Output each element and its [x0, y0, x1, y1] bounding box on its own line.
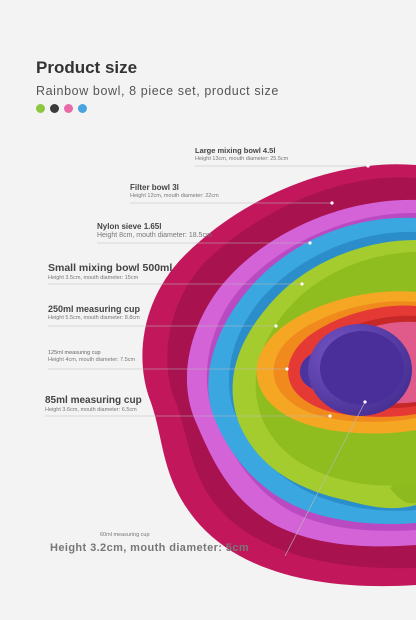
page-title: Product size — [36, 58, 138, 77]
label-60ml-cup-dims: Height 3.2cm, mouth diameter: 5cm — [50, 542, 250, 554]
page-subtitle: Rainbow bowl, 8 piece set, product size — [36, 84, 279, 98]
label-250ml-cup: 250ml measuring cup Height 5.5cm, mouth … — [48, 304, 141, 321]
label-60ml-cup: 60ml measuring cup — [100, 532, 150, 538]
label-large-mixing-bowl: Large mixing bowl 4.5l Height 13cm, mout… — [195, 146, 289, 162]
swatch-black — [50, 104, 59, 113]
label-filter-bowl: Filter bowl 3l Height 12cm, mouth diamet… — [130, 183, 219, 199]
swatch-green — [36, 104, 45, 113]
label-85ml-cup: 85ml measuring cup Height 3.6cm, mouth d… — [45, 395, 142, 413]
leader-dots — [274, 164, 370, 418]
swatch-pink — [64, 104, 73, 113]
label-small-mixing-bowl: Small mixing bowl 500ml Height 3.5cm, mo… — [48, 262, 173, 281]
label-125ml-cup: 125ml measuring cup Height 4cm, mouth di… — [48, 350, 136, 363]
color-swatches — [36, 104, 87, 113]
60ml-measuring-cup — [300, 324, 412, 416]
swatch-blue — [78, 104, 87, 113]
label-nylon-sieve: Nylon sieve 1.65l Height 8cm, mouth diam… — [97, 222, 212, 239]
leader-lines — [45, 165, 368, 557]
